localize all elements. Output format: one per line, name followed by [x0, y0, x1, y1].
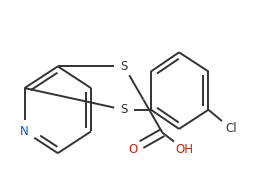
Text: S: S	[121, 103, 128, 116]
Text: N: N	[20, 125, 29, 138]
Text: O: O	[129, 143, 138, 156]
Text: Cl: Cl	[226, 122, 237, 135]
Text: S: S	[121, 60, 128, 73]
Text: OH: OH	[175, 143, 193, 156]
